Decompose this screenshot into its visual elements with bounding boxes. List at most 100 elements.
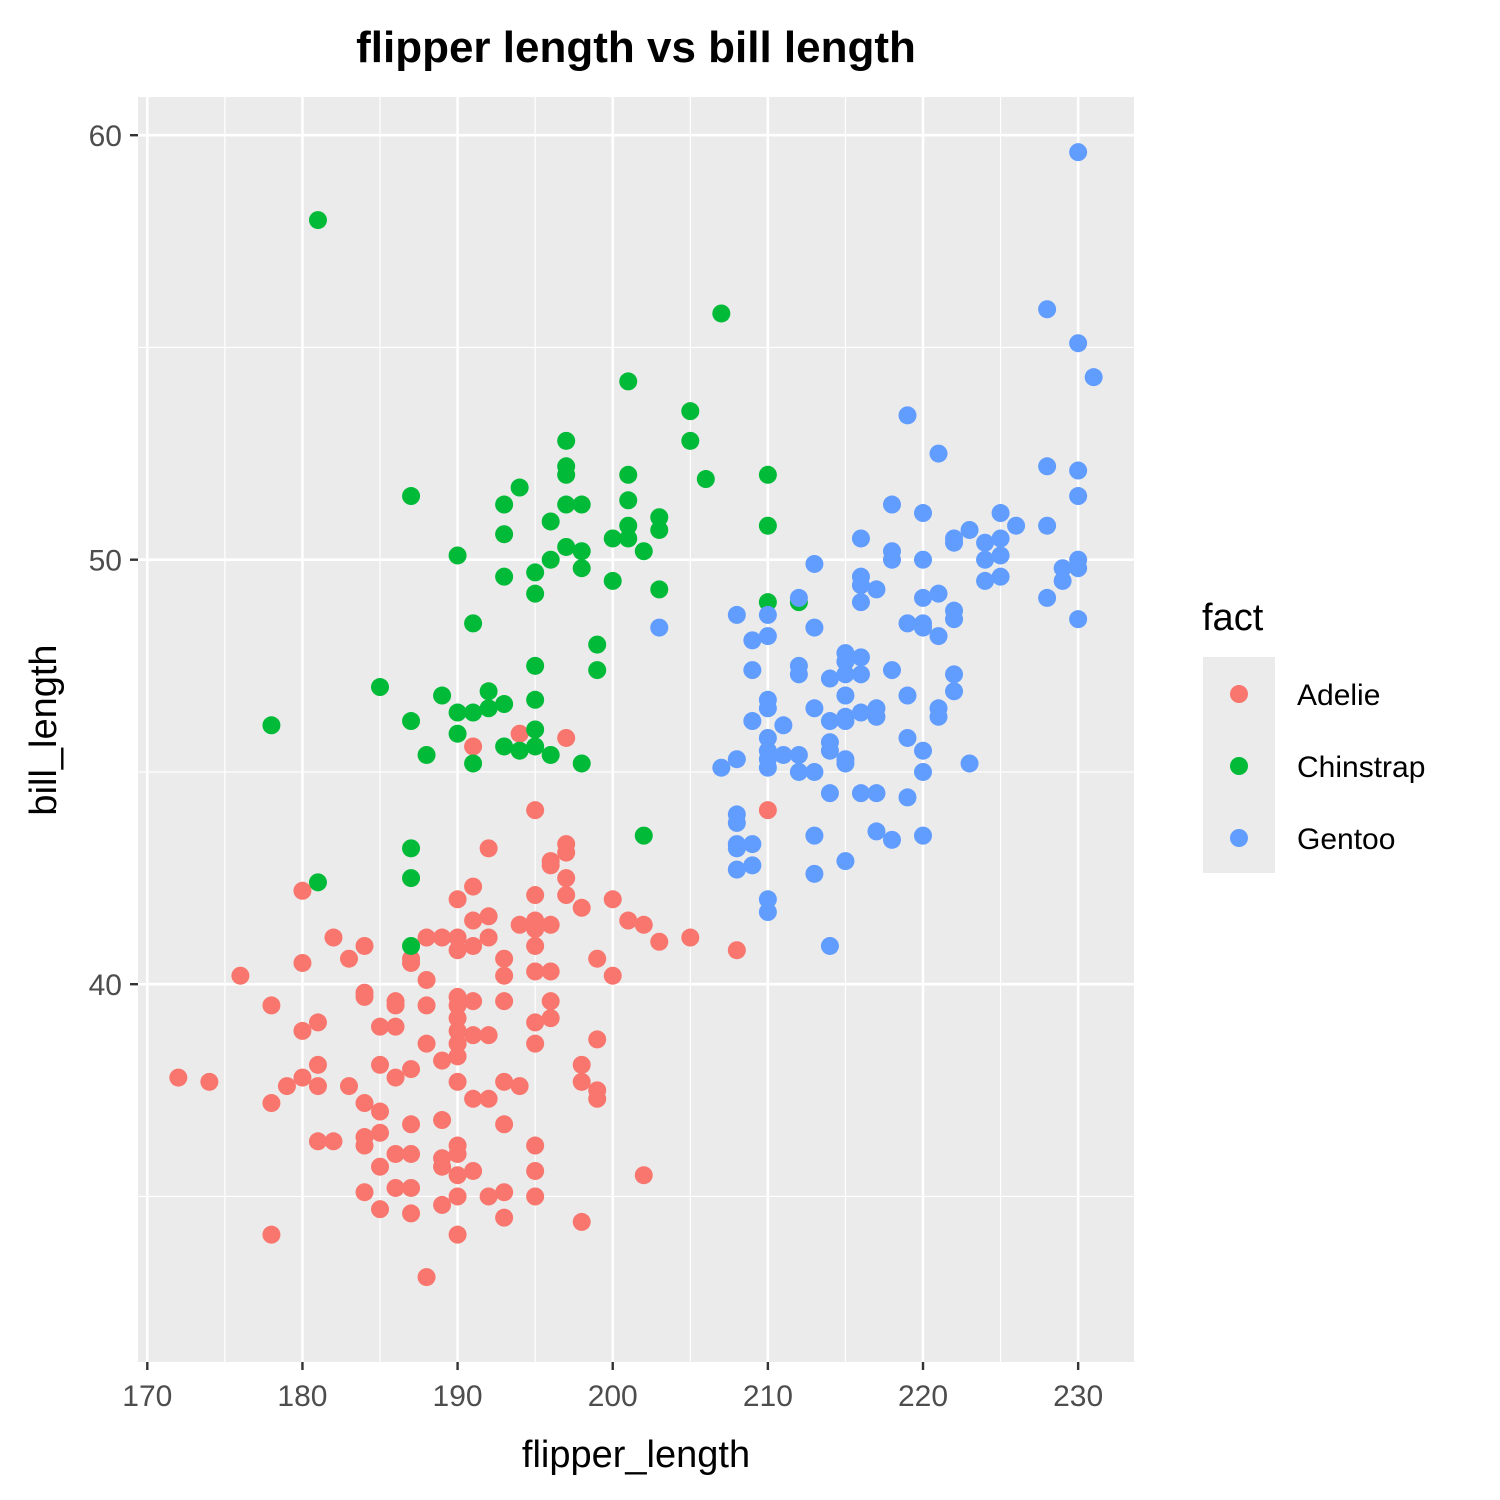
point-adelie [355,1183,374,1202]
y-axis: 40 50 60 [89,120,138,1002]
point-gentoo [914,826,933,845]
point-chinstrap [417,745,436,764]
point-gentoo [1038,588,1057,607]
point-gentoo [820,936,839,955]
point-adelie [510,1077,529,1096]
point-gentoo [805,826,824,845]
point-chinstrap [402,869,421,888]
point-gentoo [789,762,808,781]
point-chinstrap [495,695,514,714]
point-gentoo [836,652,855,671]
point-gentoo [1007,516,1026,535]
point-adelie [402,1115,421,1134]
point-gentoo [851,648,870,667]
point-chinstrap [495,737,514,756]
point-gentoo [960,520,979,539]
point-gentoo [743,631,762,650]
point-adelie [588,1081,607,1100]
point-gentoo [758,627,777,646]
point-chinstrap [603,529,622,548]
point-adelie [495,966,514,985]
point-chinstrap [402,936,421,955]
point-gentoo [805,618,824,637]
point-gentoo [743,712,762,731]
point-adelie [417,928,436,947]
point-chinstrap [510,478,529,497]
point-adelie [324,1132,343,1151]
point-adelie [557,886,576,905]
point-gentoo [851,665,870,684]
legend-label-adelie: Adelie [1297,679,1380,712]
point-adelie [448,1187,467,1206]
point-adelie [464,936,483,955]
point-chinstrap [402,839,421,858]
point-chinstrap [526,656,545,675]
point-chinstrap [634,542,653,561]
point-gentoo [898,686,917,705]
point-gentoo [1069,143,1088,162]
point-gentoo [1038,457,1057,476]
x-tick-label: 190 [433,1380,483,1413]
point-gentoo [914,762,933,781]
point-gentoo [727,750,746,769]
point-adelie [572,1055,591,1074]
point-adelie [402,1060,421,1079]
point-adelie [634,1166,653,1185]
point-adelie [526,886,545,905]
x-tick-label: 170 [122,1380,172,1413]
point-chinstrap [541,745,560,764]
point-adelie [464,1026,483,1045]
point-adelie [417,1034,436,1053]
point-adelie [402,1144,421,1163]
point-gentoo [851,576,870,595]
point-gentoo [867,580,886,599]
point-adelie [526,936,545,955]
point-adelie [541,856,560,875]
point-adelie [541,1009,560,1028]
point-gentoo [743,856,762,875]
point-adelie [433,1111,452,1130]
point-adelie [479,1026,498,1045]
data-points [169,143,1103,1287]
x-axis: 170 180 190 200 210 220 230 [122,1362,1103,1413]
legend-title: fact [1202,597,1264,639]
point-gentoo [805,699,824,718]
point-gentoo [650,618,669,637]
point-adelie [681,928,700,947]
point-chinstrap [572,754,591,773]
point-gentoo [945,533,964,552]
point-adelie [433,928,452,947]
point-gentoo [867,822,886,841]
point-chinstrap [619,516,638,535]
point-gentoo [727,605,746,624]
point-chinstrap [758,516,777,535]
point-adelie [541,915,560,934]
point-gentoo [836,754,855,773]
point-gentoo [820,741,839,760]
point-gentoo [789,588,808,607]
point-gentoo [774,745,793,764]
point-adelie [277,1077,296,1096]
point-chinstrap [402,712,421,731]
point-adelie [464,992,483,1011]
point-gentoo [1038,300,1057,319]
point-gentoo [758,605,777,624]
point-adelie [417,1268,436,1287]
point-chinstrap [557,495,576,514]
point-adelie [386,1178,405,1197]
point-adelie [464,911,483,930]
point-chinstrap [479,699,498,718]
point-adelie [339,949,358,968]
point-adelie [464,1089,483,1108]
point-adelie [495,1115,514,1134]
point-gentoo [836,665,855,684]
point-gentoo [867,784,886,803]
point-adelie [355,983,374,1002]
point-chinstrap [634,826,653,845]
point-adelie [169,1068,188,1087]
point-chinstrap [681,431,700,450]
point-adelie [448,996,467,1015]
point-gentoo [851,784,870,803]
legend-items: Adelie Chinstrap Gentoo [1230,679,1425,856]
point-chinstrap [464,614,483,633]
